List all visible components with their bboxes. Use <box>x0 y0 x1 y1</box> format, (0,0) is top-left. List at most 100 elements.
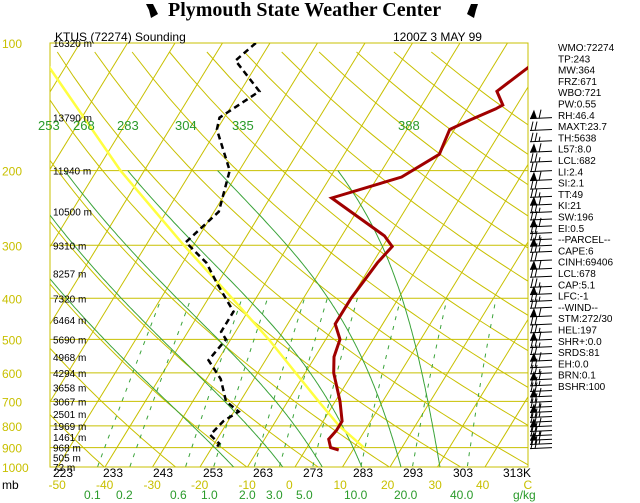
dry-adiabat <box>56 51 528 466</box>
dry-adiabat <box>169 51 528 352</box>
wind-barb-feather <box>538 387 542 398</box>
celsius-tick-label: 40 <box>476 478 490 492</box>
wind-barb-feather <box>538 431 542 441</box>
wind-barb-feather <box>530 439 534 449</box>
wind-barb <box>529 237 553 247</box>
kelvin-tick-label: 273 <box>303 466 323 480</box>
wind-barb-staff <box>529 250 553 253</box>
index-row: CAPE:6 <box>558 246 594 257</box>
dry-adiabat <box>50 99 462 467</box>
wind-barb-feather <box>530 162 534 172</box>
wind-barb-staff <box>529 346 553 349</box>
wind-barb-feather <box>530 180 534 190</box>
wind-barb-staff <box>529 129 553 132</box>
mixing-ratio-label: 0.2 <box>116 488 133 502</box>
wind-barb-feather <box>534 132 538 142</box>
wind-barb-pennant <box>530 331 537 341</box>
wind-barb-pennant <box>530 307 537 317</box>
wind-barb-pennant <box>530 260 537 270</box>
wind-barb-feather <box>530 426 534 437</box>
wind-barb-feather <box>530 268 534 278</box>
mixing-ratio-label: 20.0 <box>394 488 418 502</box>
wind-barb-feather <box>538 157 541 163</box>
wind-barb-feather <box>530 203 534 213</box>
wind-barb <box>529 292 553 303</box>
wind-barb-feather <box>534 358 538 368</box>
wind-barb <box>529 153 553 163</box>
height-label: 13790 m <box>53 114 92 125</box>
theta-label: 283 <box>117 118 139 133</box>
mixing-ratio-label: 0.1 <box>84 488 101 502</box>
wind-barb-feather <box>530 224 534 234</box>
height-label: 4294 m <box>53 369 86 380</box>
wind-barb-feather <box>538 368 541 375</box>
index-row: PW:0.55 <box>558 100 597 111</box>
wind-barb-pennant <box>530 431 537 441</box>
wind-barb <box>529 370 553 381</box>
mixing-ratio-label: 10.0 <box>344 488 368 502</box>
pressure-label: 300 <box>2 239 22 253</box>
kelvin-tick-label: 223 <box>53 466 73 480</box>
index-row: KI:21 <box>558 201 582 212</box>
wind-barb <box>529 422 553 432</box>
wind-barb-feather <box>538 412 541 418</box>
kelvin-tick-label: 303 <box>453 466 473 480</box>
index-row: L57:8.0 <box>558 145 592 156</box>
wind-barb-feather <box>530 408 534 418</box>
moist-adiabat <box>217 170 402 467</box>
temperature-curve <box>327 65 528 452</box>
wind-barb-feather <box>534 315 538 326</box>
wind-barb <box>529 196 553 206</box>
isotherm-line <box>342 163 528 467</box>
stability-indices: WMO:72274TP:243MW:364FRZ:671WBO:721PW:0.… <box>558 43 615 393</box>
wind-barb-feather <box>534 393 538 403</box>
mixing-ratio-label: 5.0 <box>296 488 313 502</box>
wind-barb-feather <box>538 403 542 413</box>
wind-barb-feather <box>538 352 542 362</box>
wind-barb-staff <box>529 187 553 190</box>
wind-barb <box>529 408 553 418</box>
wind-barb-pennant <box>530 171 537 181</box>
wind-barb-feather <box>538 207 541 213</box>
celsius-tick-label: 30 <box>429 478 443 492</box>
wind-barb-staff <box>529 300 553 303</box>
wind-barb-feather <box>530 121 534 131</box>
pressure-label: 400 <box>2 292 22 306</box>
unit-mb: mb <box>2 478 19 492</box>
wind-barb-feather <box>538 402 541 408</box>
wind-barb <box>529 376 553 387</box>
celsius-tick-label: 10 <box>334 478 348 492</box>
grid-lines <box>50 43 528 467</box>
height-label: 4968 m <box>53 353 86 364</box>
wind-barb-pennant <box>530 387 537 397</box>
wind-barb <box>529 162 553 173</box>
mixing-ratio-label: 40.0 <box>450 488 474 502</box>
isotherm-line <box>50 43 128 171</box>
kelvin-tick-label: 253 <box>203 466 223 480</box>
wind-barb-staff <box>529 140 553 143</box>
wind-barb-feather <box>534 422 538 432</box>
wind-barb-feather <box>530 132 534 142</box>
theta-label: 304 <box>175 118 197 133</box>
celsius-tick-label: -20 <box>191 478 209 492</box>
celsius-tick-label: -30 <box>144 478 162 492</box>
wind-barb <box>529 109 553 120</box>
wind-barb-feather <box>530 345 534 355</box>
height-label: 6464 m <box>53 316 86 327</box>
isotherm-line <box>57 43 318 467</box>
wind-barb <box>529 403 553 414</box>
wind-barb-feather <box>530 153 534 163</box>
unit-gkg: g/kg <box>513 488 536 502</box>
wind-barb-feather <box>538 417 542 428</box>
kelvin-tick-label: 233 <box>103 466 123 480</box>
height-label: 16320 m <box>53 39 92 50</box>
isotherm-line <box>437 318 528 467</box>
pressure-label: 100 <box>2 37 22 51</box>
wind-barb <box>529 331 553 341</box>
wind-barb <box>529 393 553 403</box>
kelvin-tick-label: 293 <box>403 466 423 480</box>
wind-barb-pennant <box>530 143 537 153</box>
moist-adiabat <box>50 278 235 467</box>
index-row: LCL:678 <box>558 269 596 280</box>
mixing-ratio-line <box>278 298 328 467</box>
